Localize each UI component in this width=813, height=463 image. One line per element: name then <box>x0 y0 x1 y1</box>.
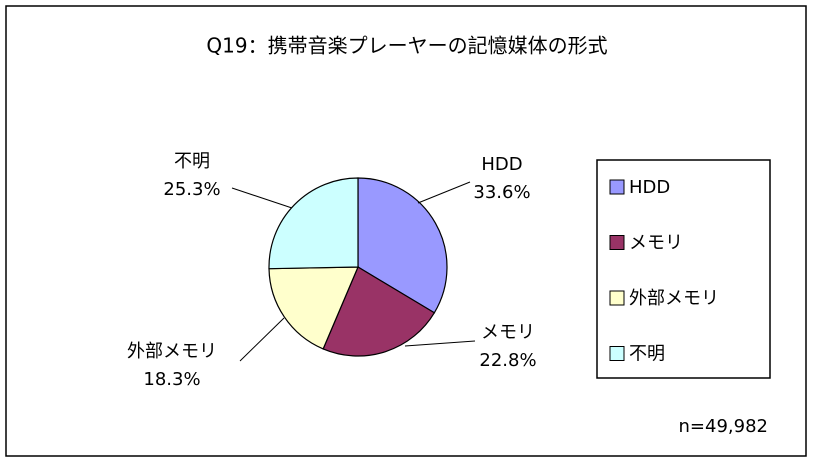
legend-swatch <box>609 179 625 195</box>
annotation: n=49,982 <box>679 416 768 437</box>
pie-slice <box>268 177 359 270</box>
slice-category-label: 不明 <box>174 151 210 172</box>
legend-label: 不明 <box>629 344 665 365</box>
legend-box <box>596 159 771 379</box>
slice-category-label: メモリ <box>481 322 535 343</box>
pie-slice <box>357 177 448 314</box>
pie-slice <box>322 266 436 357</box>
legend-swatch <box>609 346 625 361</box>
chart-title: Q19：携帯音楽プレーヤーの記憶媒体の形式 <box>206 34 607 58</box>
pie-slice <box>268 266 359 350</box>
slice-value-label: 22.8% <box>479 350 536 371</box>
legend-label: HDD <box>629 177 670 198</box>
leader-line <box>231 187 293 209</box>
slice-value-label: 18.3% <box>143 369 200 390</box>
legend-swatch <box>609 290 625 306</box>
slice-category-label: HDD <box>481 154 522 175</box>
leader-line <box>404 340 476 347</box>
slice-value-label: 33.6% <box>473 182 530 203</box>
slice-value-label: 25.3% <box>163 179 220 200</box>
legend-swatch <box>609 235 625 250</box>
leader-line <box>239 317 285 362</box>
leader-line <box>417 181 471 204</box>
legend-label: 外部メモリ <box>629 288 719 309</box>
slice-category-label: 外部メモリ <box>127 341 217 362</box>
legend-label: メモリ <box>629 233 683 254</box>
